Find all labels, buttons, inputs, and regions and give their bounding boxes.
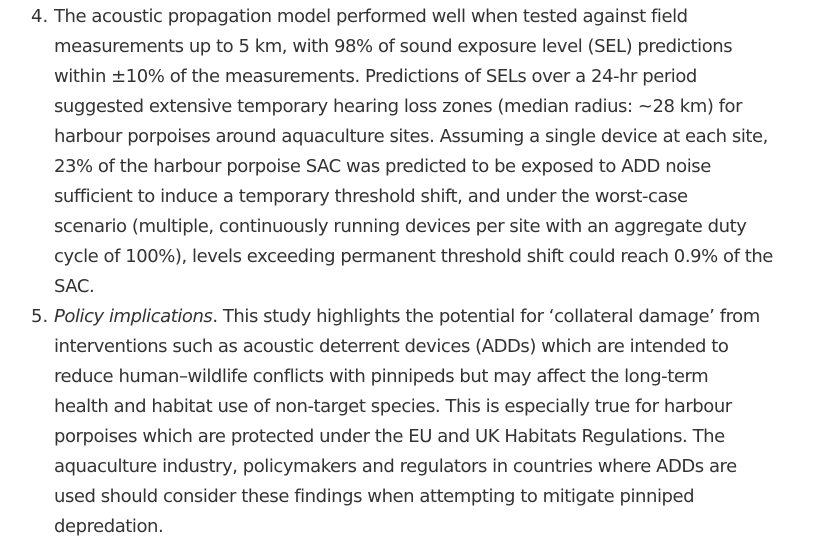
text-line: within ±10% of the measurements. Predict… [54, 66, 697, 87]
text-line: used should consider these findings when… [54, 486, 695, 507]
list-number: 5. [31, 306, 49, 327]
text-line: harbour porpoises around aquaculture sit… [54, 126, 768, 147]
italic-lead: Policy implications [54, 306, 213, 327]
text-line: cycle of 100%), levels exceeding permane… [54, 246, 773, 267]
text-line: measurements up to 5 km, with 98% of sou… [54, 36, 733, 57]
text-line: health and habitat use of non-target spe… [54, 396, 732, 417]
list-number: 4. [31, 6, 49, 27]
first-line-rest: . This study highlights the potential fo… [212, 306, 760, 327]
text-line: scenario (multiple, continuously running… [54, 216, 747, 237]
text-line: aquaculture industry, policymakers and r… [54, 456, 737, 477]
text-line: suggested extensive temporary hearing lo… [54, 96, 743, 117]
text-line: interventions such as acoustic deterrent… [54, 336, 729, 357]
text-line: depredation. [54, 516, 164, 537]
text-line: 23% of the harbour porpoise SAC was pred… [54, 156, 711, 177]
text-line: The acoustic propagation model performed… [54, 6, 688, 27]
text-line: Policy implications. This study highligh… [54, 302, 760, 332]
text-line: porpoises which are protected under the … [54, 426, 725, 447]
text-line: sufficient to induce a temporary thresho… [54, 186, 688, 207]
text-line: SAC. [54, 276, 95, 297]
text-line: reduce human–wildlife conflicts with pin… [54, 366, 709, 387]
